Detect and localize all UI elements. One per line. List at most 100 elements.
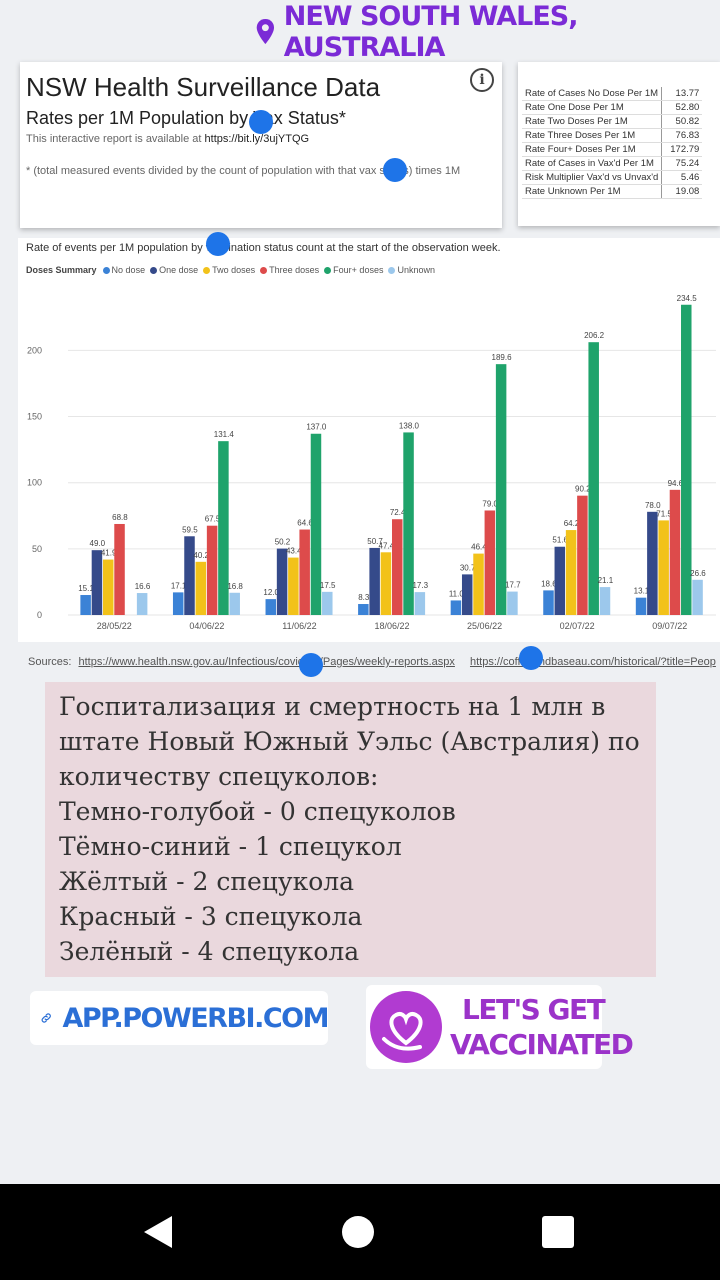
report-link[interactable]: https://bit.ly/3ujYTQG xyxy=(204,133,310,145)
legend-item[interactable]: Three doses xyxy=(260,265,319,275)
data-label: 47.4 xyxy=(379,541,395,550)
location-sticker[interactable]: NEW SOUTH WALES, AUSTRALIA xyxy=(255,1,720,63)
data-label: 41.9 xyxy=(101,549,117,558)
x-tick-label: 28/05/22 xyxy=(97,621,132,631)
chart-bar xyxy=(206,525,218,615)
stat-value: 19.08 xyxy=(661,184,703,199)
chart-bar xyxy=(102,559,114,615)
data-label: 16.8 xyxy=(227,582,243,591)
data-label: 64.6 xyxy=(297,519,313,528)
source-link-1[interactable]: https://www.health.nsw.gov.au/Infectious… xyxy=(78,656,455,668)
data-label: 40.2 xyxy=(193,551,209,560)
chart-bar xyxy=(565,530,577,615)
stat-label: Rate One Dose Per 1M xyxy=(522,100,662,115)
data-label: 131.4 xyxy=(214,430,235,439)
legend-swatch xyxy=(388,267,396,275)
legend-label: Three doses xyxy=(269,265,320,275)
bar-chart: 0 50 100 150 200 15.1 49.041.9 68.8 16.6 28/05/22… xyxy=(27,294,716,631)
sources-label: Sources: xyxy=(28,656,72,668)
data-label: 17.1 xyxy=(171,581,187,590)
data-label: 13.1 xyxy=(634,587,650,596)
legend-item[interactable]: No dose xyxy=(102,265,146,275)
story-text-line: Зелёный - 4 спецукола xyxy=(59,937,360,966)
stats-table: Rate of Cases No Dose Per 1M 13.77 Rate On… xyxy=(522,87,703,199)
link-sticker-label: APP.POWERBI.COM xyxy=(62,1002,329,1034)
chart-bar xyxy=(669,489,681,615)
stat-value: 76.83 xyxy=(661,128,703,143)
story-text-line: штате Новый Южный Уэльс (Австралия) по xyxy=(59,727,640,756)
legend-label: Unknown xyxy=(397,265,435,275)
chart-panel: Rate of events per 1M population by vacc… xyxy=(18,238,720,642)
stat-value: 75.24 xyxy=(661,156,703,171)
info-icon[interactable]: i xyxy=(470,68,494,92)
report-subtitle: Rates per 1M Population by Vax Status* xyxy=(26,108,346,128)
navigation-bar xyxy=(0,1184,720,1280)
data-label: 138.0 xyxy=(399,421,420,430)
sources-line: Sources: https://www.health.nsw.gov.au/I… xyxy=(28,656,716,668)
vaccinated-sticker[interactable]: LET'S GET VACCINATED xyxy=(366,985,634,1069)
back-icon[interactable] xyxy=(138,1212,178,1252)
x-tick-label: 04/06/22 xyxy=(189,621,224,631)
legend-swatch xyxy=(324,267,332,275)
data-label: 17.3 xyxy=(412,581,428,590)
chart-bar xyxy=(554,546,566,615)
source-link-2[interactable]: https://coffeeandbaseau.com/historical/?… xyxy=(469,656,716,668)
chart-bar xyxy=(310,433,322,615)
data-label: 206.2 xyxy=(584,331,605,340)
legend-swatch xyxy=(260,267,268,275)
chart-bar xyxy=(358,604,369,615)
chart-bar xyxy=(450,600,462,615)
data-label: 59.5 xyxy=(182,525,198,534)
touch-marker xyxy=(519,646,543,670)
data-label: 8.3 xyxy=(358,593,370,602)
legend-item[interactable]: Unknown xyxy=(388,265,435,275)
y-tick-label: 150 xyxy=(27,412,42,422)
legend-label: Two doses xyxy=(212,265,256,275)
chart-bar xyxy=(265,599,277,615)
stat-label: Rate Four+ Doses Per 1M xyxy=(522,142,662,157)
legend-item[interactable]: Four+ doses xyxy=(324,265,383,275)
vax-sticker-line1: LET'S GET xyxy=(462,993,606,1026)
stats-row: Rate of Cases in Vax'd Per 1M 75.24 xyxy=(522,156,703,171)
data-label: 79.0 xyxy=(482,499,498,508)
data-label: 16.6 xyxy=(135,582,151,591)
legend-swatch xyxy=(102,267,110,275)
data-label: 21.1 xyxy=(598,576,614,585)
data-label: 64.2 xyxy=(564,519,580,528)
link-icon xyxy=(41,1013,51,1023)
link-sticker[interactable]: APP.POWERBI.COM xyxy=(30,991,329,1045)
stat-label: Rate of Cases in Vax'd Per 1M xyxy=(522,156,662,171)
legend-label: Four+ doses xyxy=(333,265,384,275)
story-text-line: Тёмно-синий - 1 спецукол xyxy=(59,832,402,861)
home-icon[interactable] xyxy=(338,1212,378,1252)
y-tick-label: 200 xyxy=(27,345,42,355)
data-label: 50.2 xyxy=(275,538,291,547)
data-label: 17.7 xyxy=(505,581,521,590)
legend-label: One dose xyxy=(159,265,199,275)
touch-marker xyxy=(249,110,273,134)
story-text-line: Госпитализация и смертность на 1 млн в xyxy=(59,692,606,721)
data-label: 50.7 xyxy=(367,537,383,546)
data-label: 12.0 xyxy=(263,588,279,597)
legend-item[interactable]: One dose xyxy=(150,265,198,275)
x-tick-label: 09/07/22 xyxy=(652,621,687,631)
y-tick-label: 50 xyxy=(32,544,42,554)
legend-item[interactable]: Two doses xyxy=(203,265,255,275)
stat-value: 13.77 xyxy=(661,87,703,101)
chart-bar xyxy=(218,441,229,615)
chart-bar xyxy=(369,547,380,615)
x-tick-label: 25/06/22 xyxy=(467,621,502,631)
chart-bar xyxy=(380,552,392,615)
stat-value: 5.46 xyxy=(661,170,703,185)
legend-swatch xyxy=(203,267,211,275)
data-label: 90.2 xyxy=(575,485,591,494)
chart-bar xyxy=(403,432,414,615)
report-title: NSW Health Surveillance Data xyxy=(26,72,381,102)
recents-icon[interactable] xyxy=(538,1212,578,1252)
chart-bar xyxy=(114,523,125,615)
location-pin-icon xyxy=(256,19,275,45)
data-label: 11.0 xyxy=(449,589,465,598)
legend-label: No dose xyxy=(111,265,146,275)
x-tick-label: 11/06/22 xyxy=(282,621,316,631)
story-text-line: Красный - 3 спецукола xyxy=(59,902,363,931)
